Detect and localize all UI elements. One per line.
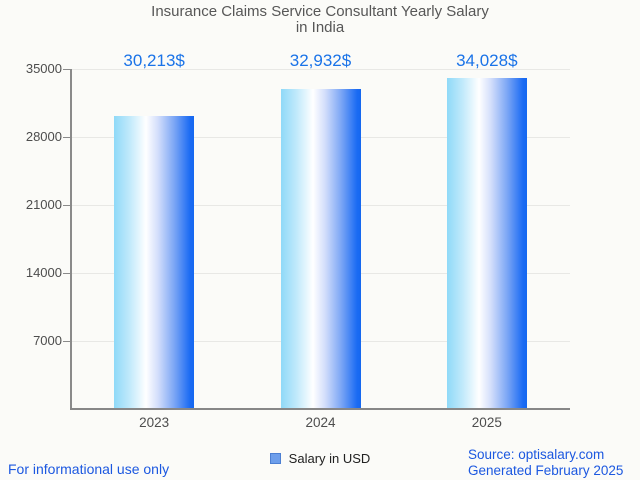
chart-title-line2: in India <box>295 19 345 36</box>
value-label-2024: 32,932$ <box>289 51 352 70</box>
x-axis-label-2024: 2024 <box>305 415 336 430</box>
y-axis-tick-14000 <box>63 273 71 274</box>
x-axis-line <box>70 408 570 410</box>
gridline-35000 <box>71 69 570 70</box>
bar-2023[interactable] <box>114 115 195 408</box>
y-axis-label-35000: 35000 <box>25 61 62 76</box>
y-axis-label-7000: 7000 <box>33 333 62 348</box>
chart-title-line1: Insurance Claims Service Consultant Year… <box>151 3 489 20</box>
y-axis-tick-7000 <box>63 341 71 342</box>
bar-2024[interactable] <box>280 89 361 408</box>
y-axis-label-14000: 14000 <box>25 265 62 280</box>
generated-date: Generated February 2025 <box>468 462 624 478</box>
informational-note: For informational use only <box>8 461 170 477</box>
x-axis-label-2023: 2023 <box>139 415 170 430</box>
y-axis-tick-28000 <box>63 137 71 138</box>
x-axis-label-2025: 2025 <box>471 415 502 430</box>
chart-title: Insurance Claims Service Consultant Year… <box>0 4 640 36</box>
y-axis-tick-21000 <box>63 205 71 206</box>
legend-swatch-icon <box>269 453 281 464</box>
source-link[interactable]: Source: optisalary.com <box>468 447 605 462</box>
value-label-2023: 30,213$ <box>123 51 185 70</box>
bar-2025[interactable] <box>446 78 527 408</box>
legend-item[interactable]: Salary in USD <box>0 451 640 466</box>
y-axis-tick-35000 <box>63 69 71 70</box>
y-axis-label-28000: 28000 <box>25 129 62 144</box>
legend-label: Salary in USD <box>288 451 371 466</box>
value-label-2025: 34,028$ <box>456 51 518 70</box>
source-block: Source: optisalary.com Generated Februar… <box>468 447 623 478</box>
y-axis-line <box>70 69 72 409</box>
y-axis-label-21000: 21000 <box>25 197 62 212</box>
